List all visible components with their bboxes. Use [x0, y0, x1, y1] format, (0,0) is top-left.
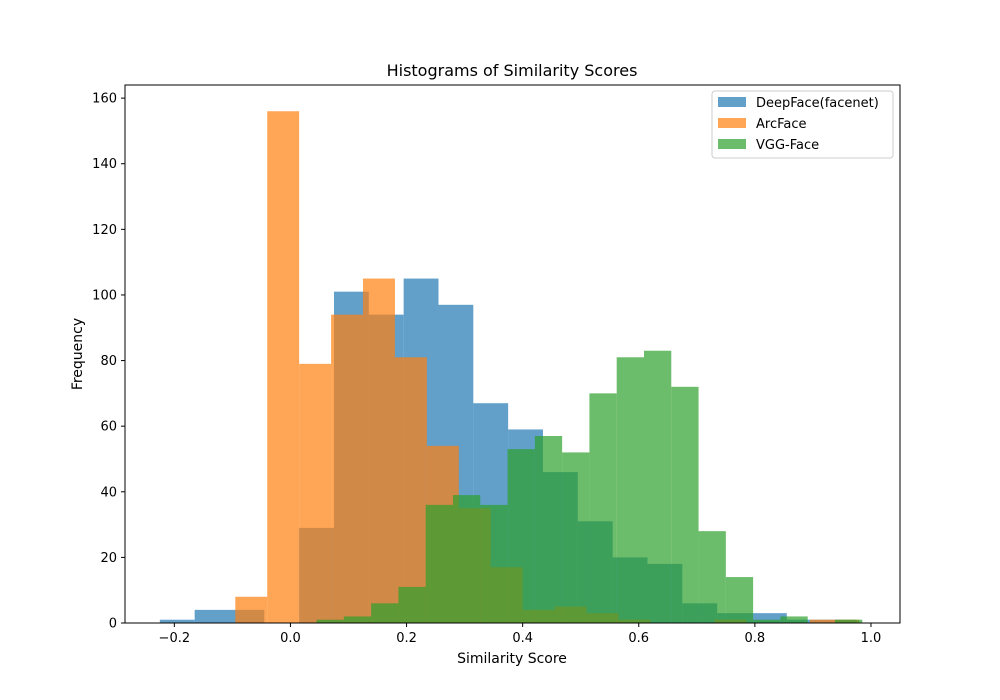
histogram-bar [235, 596, 268, 623]
legend-swatch [718, 139, 746, 149]
x-axis-label: Similarity Score [457, 651, 567, 667]
histogram-bar [507, 449, 535, 623]
x-tick-label: −0.2 [159, 631, 191, 646]
histogram-bar [480, 504, 508, 623]
histogram-bar [753, 619, 781, 623]
y-tick-label: 0 [109, 617, 117, 632]
histogram-bar [363, 278, 395, 623]
histogram-bar [810, 619, 842, 623]
plot-frame [124, 84, 901, 624]
histogram-bar [671, 386, 699, 623]
legend-swatch [718, 118, 746, 128]
histogram-bar [834, 619, 863, 623]
x-tick-label: 0.8 [745, 631, 766, 646]
histogram-bar [267, 111, 300, 624]
histogram-bar [316, 619, 344, 623]
legend-swatch [718, 97, 746, 107]
chart-title: Histograms of Similarity Scores [387, 61, 638, 80]
series-vgg-face [316, 350, 863, 623]
histogram-bar [394, 357, 427, 623]
y-tick-label: 20 [100, 551, 117, 566]
histogram-bar [159, 619, 195, 623]
histogram-bar [398, 586, 426, 623]
histogram-bar [299, 363, 332, 623]
x-tick-label: 0.6 [628, 631, 649, 646]
y-tick-label: 60 [100, 420, 117, 435]
legend-label: ArcFace [756, 117, 807, 132]
histogram-bar [331, 314, 364, 623]
histogram-bar [194, 609, 230, 623]
y-tick-label: 160 [92, 92, 117, 107]
x-tick-label: 0.4 [512, 631, 533, 646]
y-axis-label: Frequency [70, 318, 86, 390]
y-tick-label: 80 [100, 354, 117, 369]
bars-layer [159, 111, 863, 624]
histogram-bar [643, 350, 672, 623]
histogram-bar [616, 357, 644, 623]
histogram-bar [534, 436, 563, 623]
x-tick-label: 0.0 [280, 631, 301, 646]
histogram-bar [698, 531, 726, 623]
histogram-bar [725, 577, 754, 623]
legend-label: VGG-Face [756, 138, 819, 153]
y-tick-label: 100 [92, 288, 117, 303]
y-tick-label: 140 [92, 157, 117, 172]
y-tick-label: 40 [100, 485, 117, 500]
histogram-bar [371, 603, 399, 623]
histogram-bar [780, 616, 808, 623]
y-tick-label: 120 [92, 223, 117, 238]
x-tick-label: 1.0 [861, 631, 882, 646]
histogram-bar [751, 613, 787, 623]
legend: DeepFace(facenet) ArcFace VGG-Face [711, 90, 894, 159]
legend-box [711, 90, 894, 159]
histogram-bar [343, 616, 372, 623]
legend-label: DeepFace(facenet) [756, 96, 879, 111]
x-axis-ticks: −0.2 0.0 0.2 0.4 0.6 0.8 1.0 [159, 623, 882, 646]
histogram-bar [562, 452, 590, 623]
histogram-bar [452, 495, 481, 623]
y-axis-ticks: 0 20 40 60 80 100 120 140 160 [92, 92, 125, 632]
histogram-bar [425, 504, 453, 623]
histogram-bar [589, 393, 617, 623]
x-tick-label: 0.2 [396, 631, 417, 646]
